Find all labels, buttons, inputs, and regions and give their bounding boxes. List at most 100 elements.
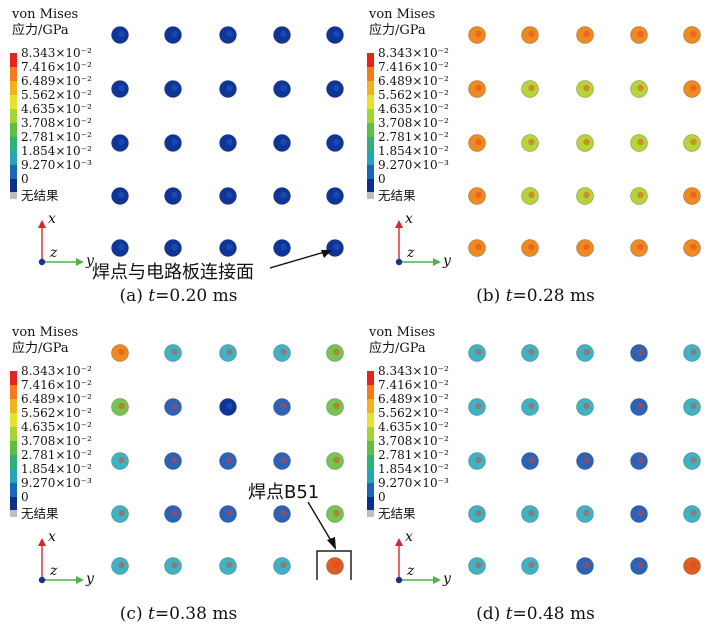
- solder-joint: [164, 80, 182, 98]
- solder-joint: [521, 239, 539, 257]
- z-axis-label: z: [407, 563, 415, 579]
- stress-spot: [171, 561, 178, 569]
- x-axis-arrowhead: [38, 538, 46, 546]
- legend-tick-label: 9.270×10⁻³: [21, 158, 92, 172]
- solder-joint: [683, 80, 701, 98]
- stress-spot: [528, 402, 535, 410]
- stress-spot: [637, 191, 644, 199]
- stress-spot: [226, 402, 233, 410]
- solder-joint: [164, 239, 182, 257]
- caption: (d) t=0.48 ms: [357, 604, 714, 624]
- stress-spot: [637, 509, 644, 517]
- legend-tick-label: 9.270×10⁻³: [21, 476, 92, 490]
- solder-joint: [521, 452, 539, 470]
- solder-joint: [273, 239, 291, 257]
- axis-triad: x y z: [383, 211, 453, 274]
- stress-spot: [637, 84, 644, 92]
- legend-tick-label: 1.854×10⁻²: [21, 144, 92, 158]
- legend-color-segment: [10, 441, 17, 455]
- solder-joint: [111, 26, 129, 44]
- stress-spot: [583, 138, 590, 146]
- legend-title-line2: 应力/GPa: [369, 341, 426, 356]
- solder-joint: [468, 452, 486, 470]
- stress-spot: [690, 191, 697, 199]
- solder-joint: [273, 80, 291, 98]
- stress-spot: [226, 84, 233, 92]
- solder-joint: [521, 344, 539, 362]
- panel-c: von Mises 应力/GPa 8.343×10⁻² 7.416×10⁻² 6.4…: [0, 318, 357, 636]
- stress-spot: [118, 509, 125, 517]
- stress-spot: [226, 191, 233, 199]
- solder-joint: [219, 505, 237, 523]
- solder-joint: [468, 557, 486, 575]
- x-axis-label: x: [48, 211, 56, 227]
- legend-color-segment: [10, 67, 17, 81]
- legend-color-segment: [10, 95, 17, 109]
- legend-color-segment: [10, 427, 17, 441]
- solder-joint: [683, 134, 701, 152]
- legend-color-segment: [367, 385, 374, 399]
- stress-spot: [475, 138, 482, 146]
- legend-color-segment: [10, 399, 17, 413]
- solder-joint: [273, 134, 291, 152]
- legend-tick-label: 5.562×10⁻²: [21, 406, 92, 420]
- solder-joint-grid: [111, 344, 344, 575]
- legend-tick-label: 8.343×10⁻²: [378, 46, 449, 60]
- x-axis-label: x: [405, 211, 413, 227]
- legend-tick-label: 5.562×10⁻²: [378, 406, 449, 420]
- legend-tick-label: 3.708×10⁻²: [378, 434, 449, 448]
- legend-tick-label: 0: [378, 490, 386, 504]
- solder-joint: [219, 557, 237, 575]
- solder-joint: [576, 452, 594, 470]
- legend-tick-label: 4.635×10⁻²: [378, 420, 449, 434]
- stress-spot: [333, 402, 340, 410]
- solder-joint: [164, 557, 182, 575]
- stress-spot: [118, 456, 125, 464]
- solder-joint: [630, 398, 648, 416]
- solder-joint: [219, 398, 237, 416]
- legend-tick-label: 2.781×10⁻²: [378, 130, 449, 144]
- legend-color-segment: [10, 137, 17, 151]
- stress-spot: [583, 191, 590, 199]
- legend-color-segment: [10, 53, 17, 67]
- stress-spot: [226, 138, 233, 146]
- solder-joint: [521, 80, 539, 98]
- solder-joint: [468, 26, 486, 44]
- stress-spot: [171, 243, 178, 251]
- x-axis-arrowhead: [395, 538, 403, 546]
- solder-joint: [111, 398, 129, 416]
- caption-prefix: (c): [119, 604, 148, 624]
- stress-spot: [637, 30, 644, 38]
- stress-spot: [171, 402, 178, 410]
- solder-joint: [683, 239, 701, 257]
- stress-spot: [118, 84, 125, 92]
- caption-value: =0.28 ms: [512, 286, 595, 306]
- legend-color-segment: [10, 483, 17, 497]
- solder-joint: [630, 187, 648, 205]
- legend-tick-label: 7.416×10⁻²: [21, 378, 92, 392]
- legend-color-segment: [367, 137, 374, 151]
- stress-spot: [528, 138, 535, 146]
- legend-color-segment: [367, 469, 374, 483]
- caption-value: =0.20 ms: [155, 286, 238, 306]
- legend-color-segment: [367, 95, 374, 109]
- caption-t: t: [148, 604, 155, 624]
- caption-value: =0.48 ms: [512, 604, 595, 624]
- legend-tick-label: 8.343×10⁻²: [21, 364, 92, 378]
- legend-color-segment: [367, 455, 374, 469]
- solder-joint: [111, 134, 129, 152]
- solder-joint: [630, 344, 648, 362]
- stress-spot: [475, 561, 482, 569]
- solder-joint: [576, 187, 594, 205]
- axis-triad: x y z: [383, 530, 453, 592]
- stress-spot: [280, 30, 287, 38]
- stress-spot: [528, 509, 535, 517]
- z-axis-label: z: [407, 245, 415, 261]
- solder-joint: [630, 557, 648, 575]
- y-axis-label: y: [443, 571, 451, 587]
- solder-joint: [630, 26, 648, 44]
- caption: (b) t=0.28 ms: [357, 286, 714, 306]
- solder-joint: [521, 26, 539, 44]
- stress-spot: [171, 191, 178, 199]
- stress-spot: [171, 138, 178, 146]
